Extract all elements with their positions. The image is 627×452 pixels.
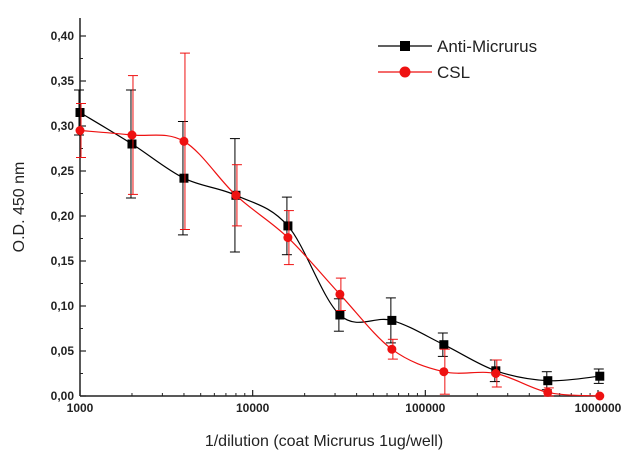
data-point [439,340,449,350]
data-point [127,130,137,140]
data-point [491,369,501,378]
series-csl [75,52,605,401]
y-tick-label: 0,25 [51,164,75,178]
series-line [79,129,600,397]
data-point [595,391,605,401]
x-axis-title: 1/dilution (coat Micrurus 1ug/well) [205,433,443,450]
legend-marker [400,41,410,51]
x-tick-label: 100000 [405,401,445,415]
data-point [283,221,293,231]
data-point [127,139,137,149]
data-point [387,315,397,325]
data-point [75,108,85,117]
data-point [75,126,85,135]
legend-label: CSL [437,63,470,82]
data-point [179,136,189,146]
y-tick-label: 0,35 [51,74,75,88]
legend-marker [399,66,411,78]
data-point [283,233,293,243]
y-tick-label: 0,00 [51,389,75,403]
data-point [231,190,241,200]
legend-label: Anti-Micrurus [437,37,537,56]
data-point [387,344,397,354]
y-tick-label: 0,40 [51,29,75,43]
data-point [179,173,189,183]
legend-item-csl: CSL [378,63,470,82]
y-tick-label: 0,10 [51,299,75,313]
data-point [595,371,605,381]
data-point [543,387,553,397]
series-line [79,111,600,382]
y-tick-label: 0,20 [51,209,75,223]
legend-item-anti-micrurus: Anti-Micrurus [378,37,537,56]
y-axis-title: O.D. 450 nm [11,162,28,253]
axes [79,18,598,397]
data-point [335,310,345,320]
ticks: 0,00 0,05 0,10 0,15 0,20 0,25 0,30 0,35 0,40 1000… [51,29,622,415]
y-tick-label: 0,30 [51,119,75,133]
data-point [439,367,449,377]
y-tick-label: 0,15 [51,254,75,268]
series-layer [74,52,605,401]
y-tick-label: 0,05 [51,344,75,358]
data-point [543,376,553,386]
data-point [335,289,345,299]
x-tick-label: 1000 [67,401,94,415]
x-tick-label: 10000 [236,401,270,415]
x-tick-label: 1000000 [575,401,622,415]
legend: Anti-Micrurus CSL [378,37,537,82]
